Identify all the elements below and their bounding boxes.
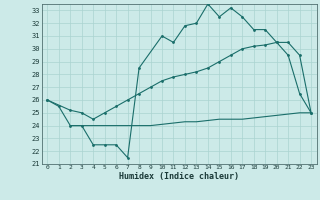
X-axis label: Humidex (Indice chaleur): Humidex (Indice chaleur) xyxy=(119,172,239,181)
